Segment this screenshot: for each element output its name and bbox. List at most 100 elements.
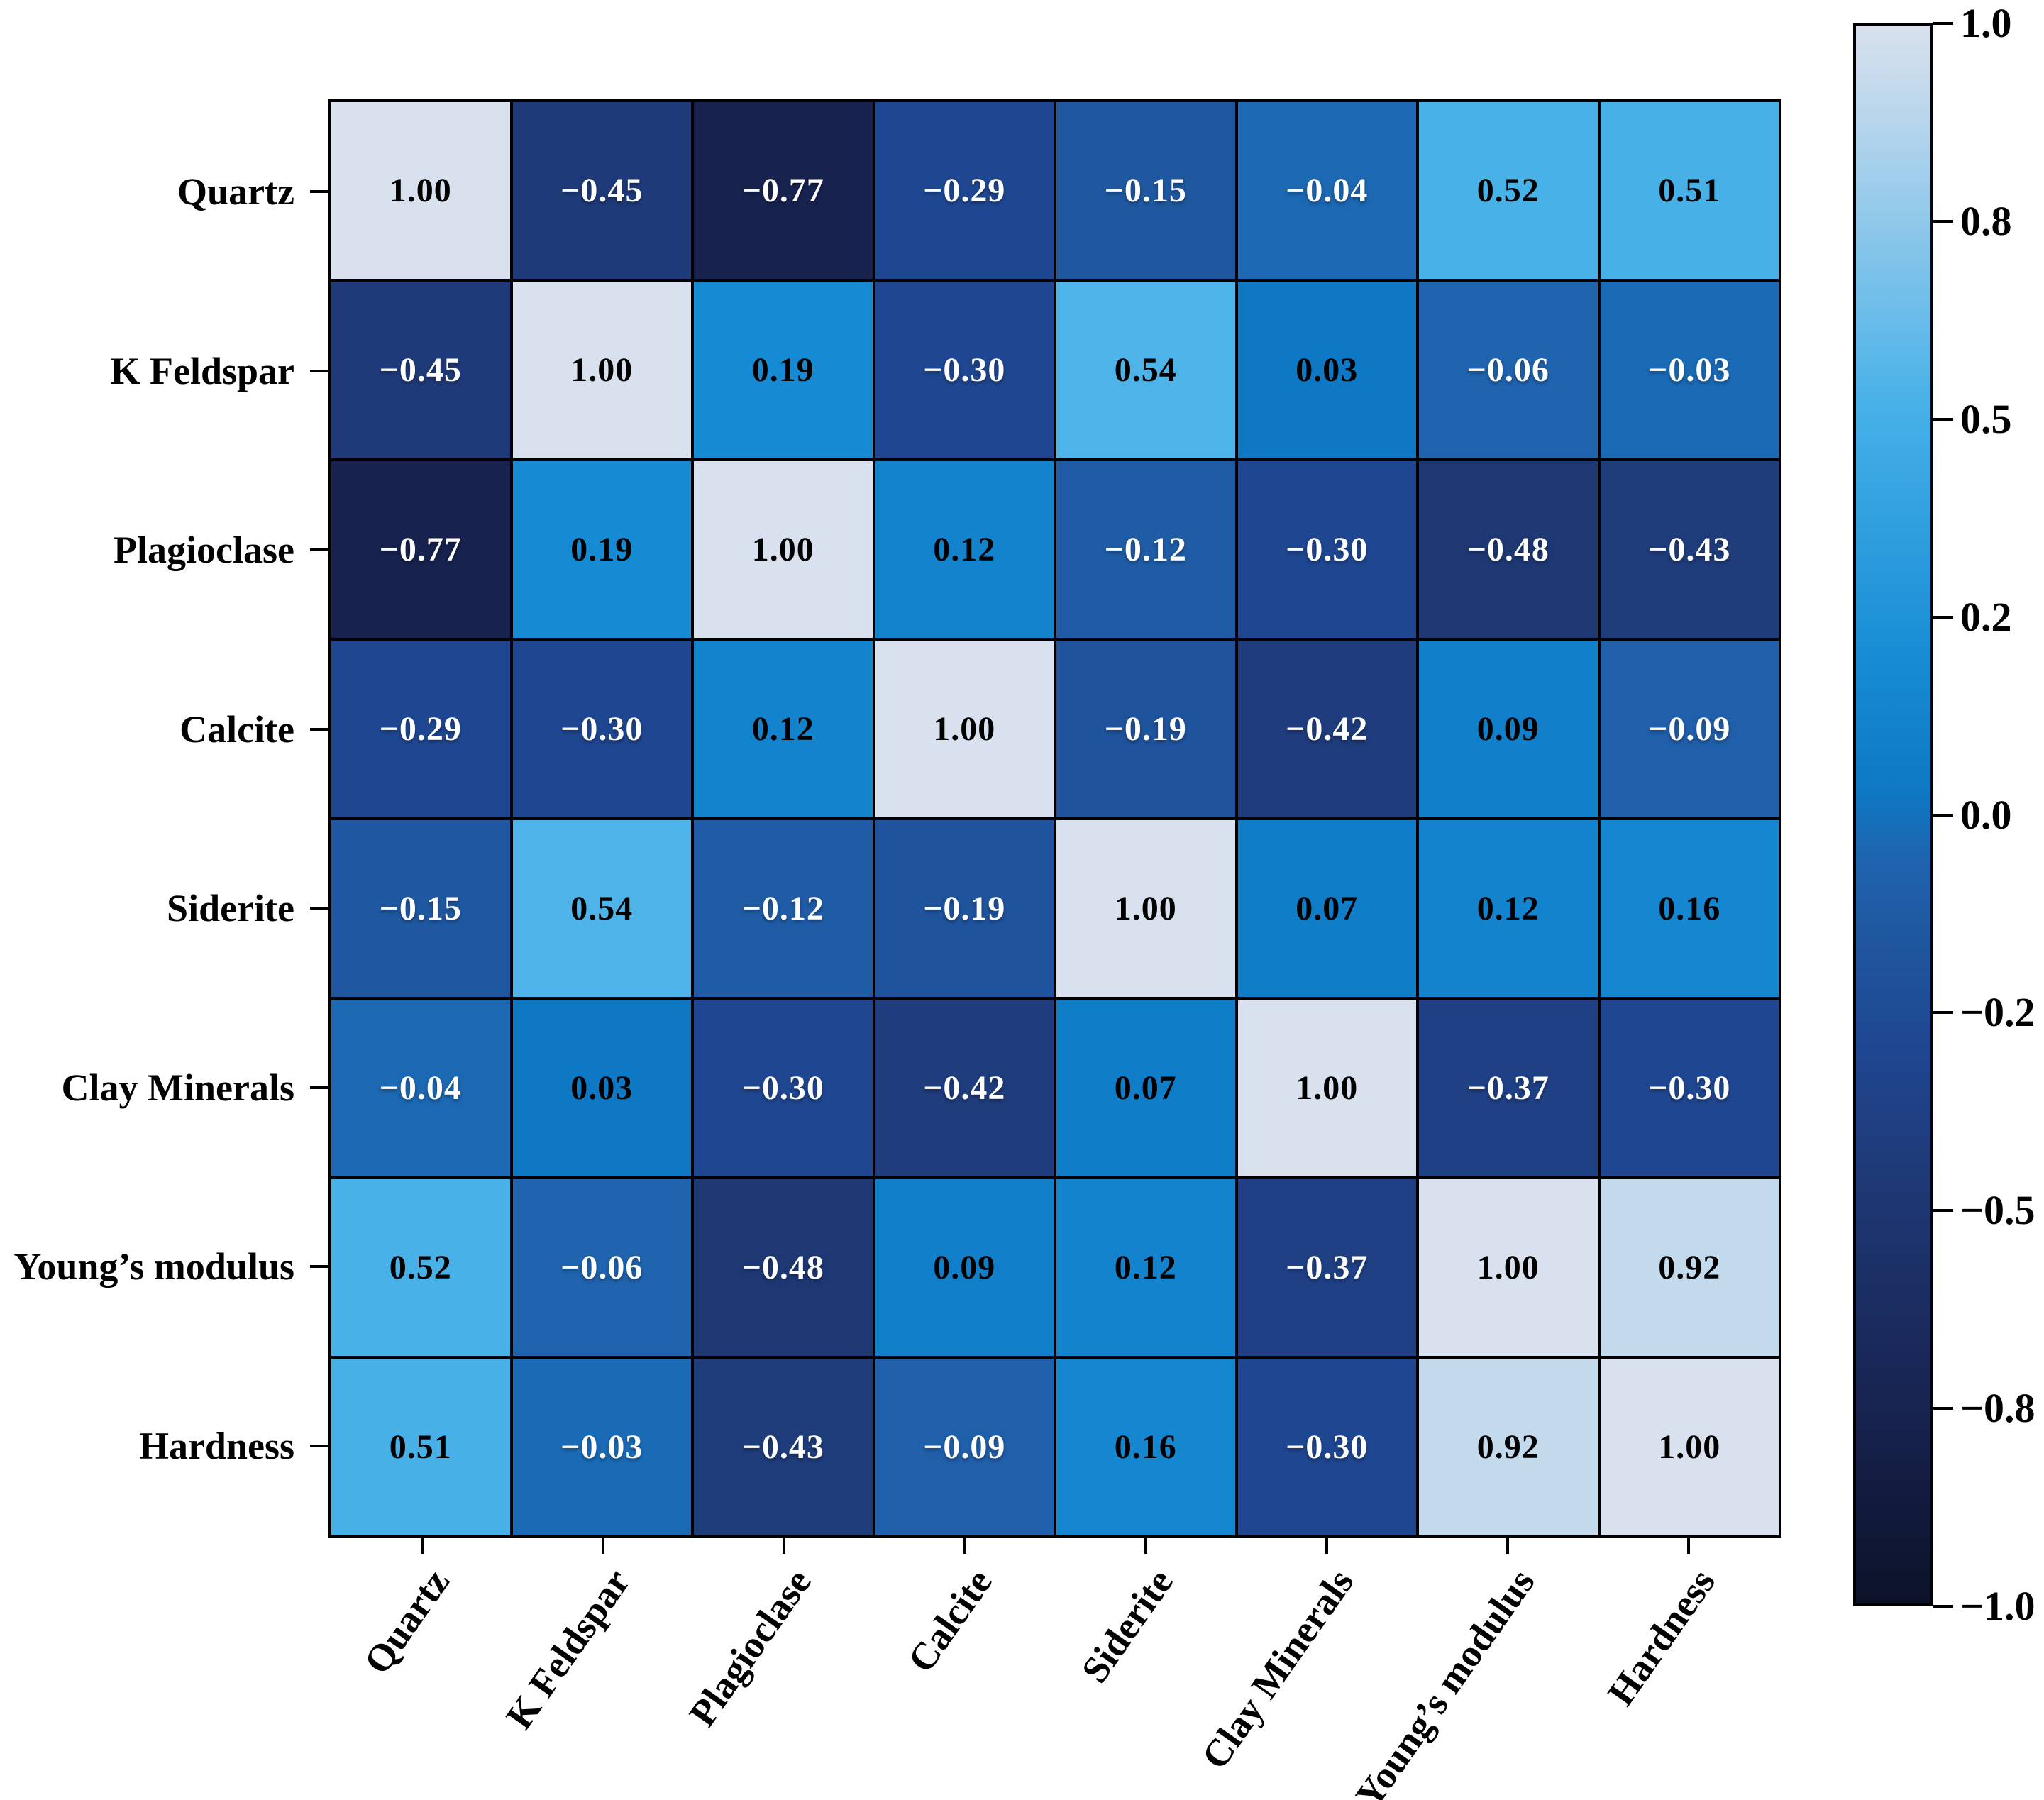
heatmap-cell: −0.12: [694, 820, 873, 997]
x-axis-label: Quartz: [355, 1561, 458, 1682]
heatmap-cell: −0.03: [1600, 282, 1779, 458]
colorbar-tick-mark: [1933, 1605, 1953, 1608]
cell-value: 0.16: [1114, 1428, 1177, 1466]
cell-value: 0.09: [1476, 710, 1540, 748]
heatmap-cell: 0.09: [1419, 641, 1598, 817]
heatmap-cell: −0.30: [875, 282, 1054, 458]
heatmap-cell: 0.07: [1056, 1000, 1235, 1176]
colorbar-tick-label: −0.2: [1960, 989, 2035, 1036]
y-axis-label: Siderite: [167, 887, 294, 930]
heatmap-cell: 1.00: [1056, 820, 1235, 997]
heatmap-cell: −0.30: [1600, 1000, 1779, 1176]
x-tick-mark: [1686, 1538, 1690, 1554]
heatmap-cell: −0.37: [1419, 1000, 1598, 1176]
cell-value: 1.00: [570, 351, 634, 389]
cell-value: 0.52: [389, 1249, 452, 1286]
cell-value: 1.00: [751, 531, 814, 568]
heatmap-cell: 0.16: [1056, 1359, 1235, 1535]
colorbar-tick-labels: 1.0 0.8 0.5 0.2 0.0 −0.2 −0.5 −0.8 −1.0: [1960, 3, 2044, 1627]
colorbar-tick-mark: [1933, 1011, 1953, 1015]
heatmap-cell: −0.30: [694, 1000, 873, 1176]
heatmap-cell: −0.06: [512, 1179, 691, 1356]
heatmap-grid: 1.00 −0.45 −0.77 −0.29 −0.15 −0.04 0.52 0.51 −0.…: [328, 99, 1781, 1538]
heatmap-cell: −0.06: [1419, 282, 1598, 458]
colorbar-ticks: [1933, 22, 1953, 1608]
cell-value: −0.06: [1466, 351, 1549, 389]
x-tick-mark: [1506, 1538, 1509, 1554]
colorbar: [1853, 23, 1933, 1606]
y-axis-labels: Quartz K Feldspar Plagioclase Calcite Sideri…: [0, 102, 303, 1535]
colorbar-tick-label: 0.0: [1960, 791, 2012, 838]
y-tick-mark: [310, 907, 328, 910]
colorbar-tick-label: 0.5: [1960, 395, 2012, 442]
cell-value: −0.03: [1648, 351, 1731, 389]
colorbar-tick-label: −0.8: [1960, 1385, 2035, 1432]
heatmap-cell: −0.45: [331, 282, 510, 458]
y-axis-label: Young’s modulus: [13, 1245, 294, 1288]
heatmap-cell: −0.29: [875, 102, 1054, 279]
cell-value: −0.45: [379, 351, 462, 389]
x-axis-label: Clay Minerals: [1193, 1561, 1362, 1777]
heatmap-cell: −0.48: [694, 1179, 873, 1356]
heatmap-cell: 0.51: [331, 1359, 510, 1535]
cell-value: 1.00: [389, 172, 452, 209]
heatmap-cell: −0.77: [331, 461, 510, 638]
heatmap-cell: −0.19: [875, 820, 1054, 997]
cell-value: 1.00: [1296, 1069, 1359, 1107]
heatmap-cell: −0.43: [1600, 461, 1779, 638]
cell-value: −0.45: [560, 172, 643, 209]
cell-value: −0.43: [741, 1428, 824, 1466]
cell-value: 0.07: [1296, 890, 1359, 927]
x-tick-mark: [1144, 1538, 1147, 1554]
cell-value: 0.54: [1114, 351, 1177, 389]
heatmap-cell: 0.52: [1419, 102, 1598, 279]
heatmap-cell: 1.00: [875, 641, 1054, 817]
colorbar-tick-mark: [1933, 417, 1953, 421]
cell-value: −0.15: [1104, 172, 1187, 209]
cell-value: −0.29: [379, 710, 462, 748]
cell-value: −0.77: [379, 531, 462, 568]
cell-value: −0.43: [1648, 531, 1731, 568]
heatmap-cell: 0.16: [1600, 820, 1779, 997]
heatmap-cell: −0.15: [331, 820, 510, 997]
heatmap-cell: −0.12: [1056, 461, 1235, 638]
cell-value: 0.07: [1114, 1069, 1177, 1107]
heatmap-cell: 0.51: [1600, 102, 1779, 279]
cell-value: 0.92: [1476, 1428, 1540, 1466]
x-tick-mark: [601, 1538, 604, 1554]
cell-value: 0.03: [570, 1069, 634, 1107]
heatmap-cell: −0.19: [1056, 641, 1235, 817]
heatmap-cell: −0.48: [1419, 461, 1598, 638]
y-tick-mark: [310, 548, 328, 552]
cell-value: 0.12: [1114, 1249, 1177, 1286]
colorbar-tick-mark: [1933, 615, 1953, 619]
cell-value: 1.00: [1476, 1249, 1540, 1286]
cell-value: −0.15: [379, 890, 462, 927]
cell-value: −0.37: [1466, 1069, 1549, 1107]
cell-value: −0.04: [379, 1069, 462, 1107]
cell-value: 0.19: [570, 531, 634, 568]
y-axis-label: Plagioclase: [114, 529, 294, 572]
heatmap-cell: 0.03: [512, 1000, 691, 1176]
x-axis-label: Hardness: [1599, 1561, 1724, 1713]
cell-value: −0.12: [741, 890, 824, 927]
heatmap-cell: −0.30: [1237, 461, 1416, 638]
colorbar-tick-label: −0.5: [1960, 1187, 2035, 1234]
heatmap-cell: −0.30: [512, 641, 691, 817]
heatmap-cell: −0.77: [694, 102, 873, 279]
cell-value: −0.30: [923, 351, 1006, 389]
cell-value: −0.30: [560, 710, 643, 748]
x-axis-label: Calcite: [899, 1561, 1000, 1680]
heatmap-cell: −0.03: [512, 1359, 691, 1535]
x-axis-labels: Quartz K Feldspar Plagioclase Calcite Sideri…: [331, 1561, 1779, 1800]
heatmap-cell: −0.29: [331, 641, 510, 817]
colorbar-tick-mark: [1933, 1407, 1953, 1410]
y-axis-label: Calcite: [179, 707, 294, 751]
cell-value: −0.12: [1104, 531, 1187, 568]
cell-value: 1.00: [1114, 890, 1177, 927]
cell-value: 0.12: [1476, 890, 1540, 927]
heatmap-cell: 0.03: [1237, 282, 1416, 458]
cell-value: −0.19: [923, 890, 1006, 927]
colorbar-tick-mark: [1933, 22, 1953, 25]
y-axis-label: Clay Minerals: [61, 1066, 294, 1109]
